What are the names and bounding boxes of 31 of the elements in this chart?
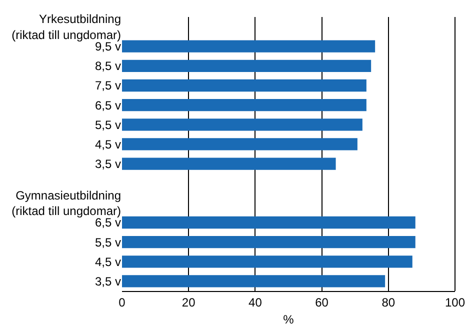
y-tick-label: 6,5 v xyxy=(94,216,121,230)
bar xyxy=(122,256,412,268)
y-tick-label: 6,5 v xyxy=(94,98,121,112)
y-tick-label: 3,5 v xyxy=(94,274,121,288)
bar xyxy=(122,118,362,131)
bar xyxy=(122,60,372,72)
y-tick-label: 3,5 v xyxy=(94,156,121,171)
bar xyxy=(122,158,336,170)
bar xyxy=(122,79,366,92)
y-tick-label: Gymnasieutbildning (riktad till ungdomar) xyxy=(12,188,121,218)
x-tick-label: 100 xyxy=(444,295,466,310)
y-tick-label: 7,5 v xyxy=(94,78,121,93)
x-tick-label: 60 xyxy=(315,295,329,310)
bar xyxy=(122,99,366,112)
bar xyxy=(122,40,376,52)
x-tick-label: 20 xyxy=(182,295,196,310)
y-tick-label: 8,5 v xyxy=(94,59,121,74)
y-tick-label: 5,5 v xyxy=(94,235,121,250)
x-axis-title: % xyxy=(283,312,294,326)
bar xyxy=(122,216,416,229)
bar xyxy=(122,236,416,248)
y-tick-label: 5,5 v xyxy=(94,118,121,132)
bar xyxy=(122,138,358,150)
y-tick-label: 4,5 v xyxy=(94,254,121,269)
y-tick-label: Yrkesutbildning (riktad till ungdomar) xyxy=(12,12,121,42)
x-tick-label: 40 xyxy=(248,295,262,310)
x-tick-label: 0 xyxy=(118,295,126,310)
y-tick-label: 4,5 v xyxy=(94,137,121,152)
y-tick-label: 9,5 v xyxy=(94,40,121,54)
bar xyxy=(122,275,386,288)
x-tick-label: 80 xyxy=(382,295,396,310)
